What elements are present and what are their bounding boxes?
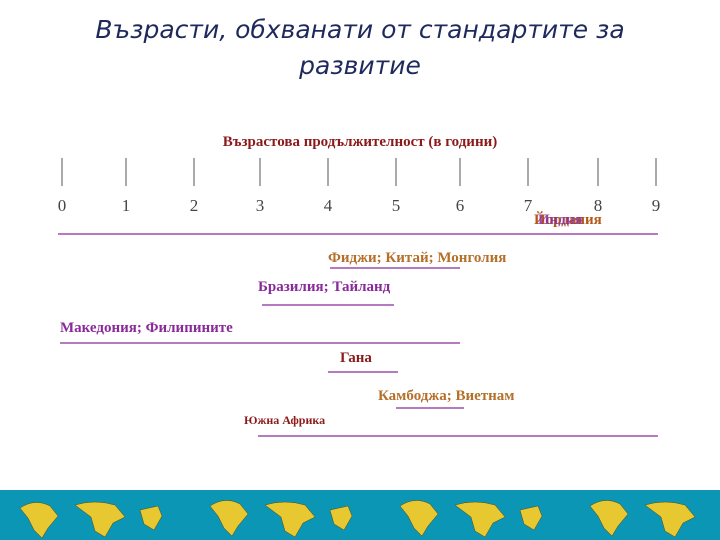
time-axis: 0 1 2 3 4 5 6 7 8 9 xyxy=(58,158,661,215)
title: Възрасти, обхванати от стандартите за ра… xyxy=(95,15,624,80)
map-shape xyxy=(519,505,543,531)
tick-label: 1 xyxy=(122,196,131,215)
country-label: Македония; Филипините xyxy=(60,320,233,336)
tick-label: 6 xyxy=(456,196,465,215)
map-shape xyxy=(74,501,126,538)
map-shape xyxy=(19,502,59,539)
country-label: Фиджи; Китай; Монголия xyxy=(328,250,506,266)
map-shape xyxy=(454,501,506,538)
range-labels: Йордания Индия Фиджи; Китай; Монголия Бр… xyxy=(60,211,602,427)
tick-label: 0 xyxy=(58,196,67,215)
title-line: развитие xyxy=(298,51,421,80)
country-label: Гана xyxy=(340,350,372,366)
tick-label: 3 xyxy=(256,196,265,215)
title-line: Възрасти, обхванати от стандартите за xyxy=(95,15,624,44)
tick-label: 5 xyxy=(392,196,401,215)
range-bars xyxy=(58,233,658,437)
tick-label: 8 xyxy=(594,196,603,215)
map-shape xyxy=(209,500,249,537)
tick-label: 2 xyxy=(190,196,199,215)
country-label: Южна Африка xyxy=(244,413,325,427)
tick-label: 4 xyxy=(324,196,333,215)
country-label: Индия xyxy=(538,212,583,228)
country-label: Йордания xyxy=(534,211,602,228)
tick-label: 9 xyxy=(652,196,661,215)
map-shape xyxy=(329,505,353,531)
map-shape xyxy=(264,501,316,538)
axis-label: Възрастова продължителност (в години) xyxy=(223,134,497,150)
map-band xyxy=(0,490,720,540)
country-label: Бразилия; Тайланд xyxy=(258,279,391,295)
country-label: Камбоджа; Виетнам xyxy=(378,388,515,404)
map-shape xyxy=(589,500,629,537)
tick-label: 7 xyxy=(524,196,533,215)
map-shape xyxy=(399,500,439,537)
map-shape xyxy=(139,505,163,531)
map-shape xyxy=(644,501,696,538)
